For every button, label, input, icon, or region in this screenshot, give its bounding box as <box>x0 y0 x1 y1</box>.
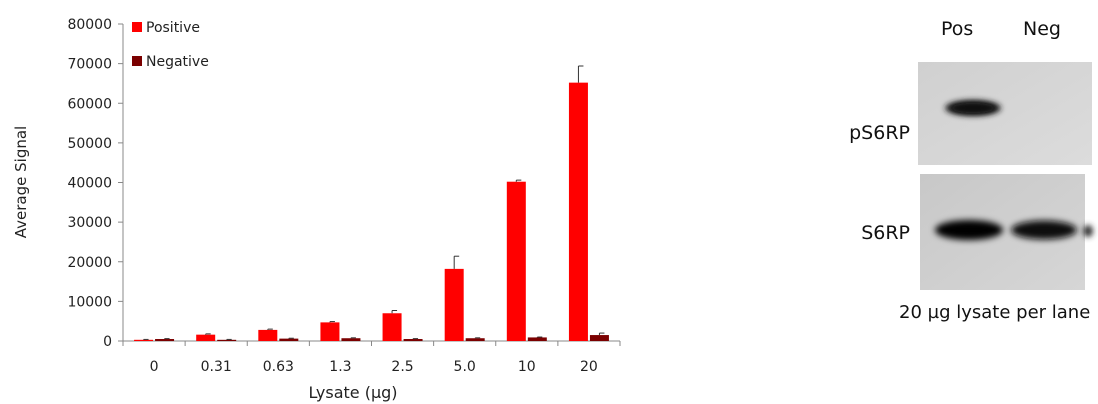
legend-label: Positive <box>146 20 200 36</box>
y-tick-label: 20000 <box>67 255 112 271</box>
chart-bars <box>134 65 609 342</box>
bar-positive <box>258 329 278 341</box>
band-s6rp-edge <box>1083 225 1093 237</box>
bar-positive <box>568 82 588 342</box>
y-tick-label: 30000 <box>67 215 112 231</box>
x-tick-label: 0 <box>150 359 159 375</box>
legend-swatch <box>132 56 142 66</box>
x-tick-label: 5.0 <box>454 359 476 375</box>
bar-negative <box>527 337 547 341</box>
bar-positive <box>444 268 464 341</box>
y-tick-label: 80000 <box>67 17 112 33</box>
y-tick-label: 70000 <box>67 57 112 73</box>
bar-chart: 0 10000 20000 30000 40000 50000 60000 70000 8000… <box>12 17 621 402</box>
bar-negative <box>589 335 609 341</box>
bar-positive <box>196 334 216 341</box>
bar-negative <box>217 339 237 341</box>
bar-negative <box>465 338 485 341</box>
x-tick-label: 2.5 <box>391 359 413 375</box>
blot-caption: 20 µg lysate per lane <box>899 302 1091 323</box>
chart-axes: 0 10000 20000 30000 40000 50000 60000 70000 8000… <box>67 17 621 375</box>
x-tick-label: 0.31 <box>201 359 232 375</box>
bar-positive <box>134 339 154 341</box>
blot-panel-ps6rp <box>918 62 1092 165</box>
lane-label-pos: Pos <box>941 18 974 40</box>
lane-label-neg: Neg <box>1023 18 1061 40</box>
x-tick-label: 0.63 <box>263 359 294 375</box>
row-label-s6rp: S6RP <box>861 222 910 244</box>
band-s6rp-neg <box>1011 220 1077 240</box>
y-tick-label: 40000 <box>67 176 112 192</box>
bar-positive <box>506 181 526 341</box>
row-label-ps6rp: pS6RP <box>849 122 910 144</box>
bar-positive <box>320 322 340 341</box>
bar-positive <box>382 313 402 341</box>
x-tick-label: 20 <box>580 359 598 375</box>
y-tick-label: 10000 <box>67 294 112 310</box>
bar-negative <box>403 339 423 341</box>
bar-negative <box>279 338 299 341</box>
x-tick-label: 1.3 <box>329 359 351 375</box>
band-s6rp-pos <box>935 220 1003 240</box>
x-axis-label: Lysate (µg) <box>308 383 397 402</box>
bar-negative <box>341 338 361 341</box>
y-tick-label: 0 <box>103 334 112 350</box>
x-tick-label: 10 <box>518 359 536 375</box>
legend-swatch <box>132 22 142 32</box>
y-axis-label: Average Signal <box>12 126 30 238</box>
legend-label: Negative <box>146 54 209 70</box>
chart-legend: Positive Negative <box>132 20 209 70</box>
y-tick-label: 50000 <box>67 136 112 152</box>
y-tick-label: 60000 <box>67 96 112 112</box>
bar-negative <box>155 339 175 341</box>
band-ps6rp-pos-core <box>951 103 995 113</box>
